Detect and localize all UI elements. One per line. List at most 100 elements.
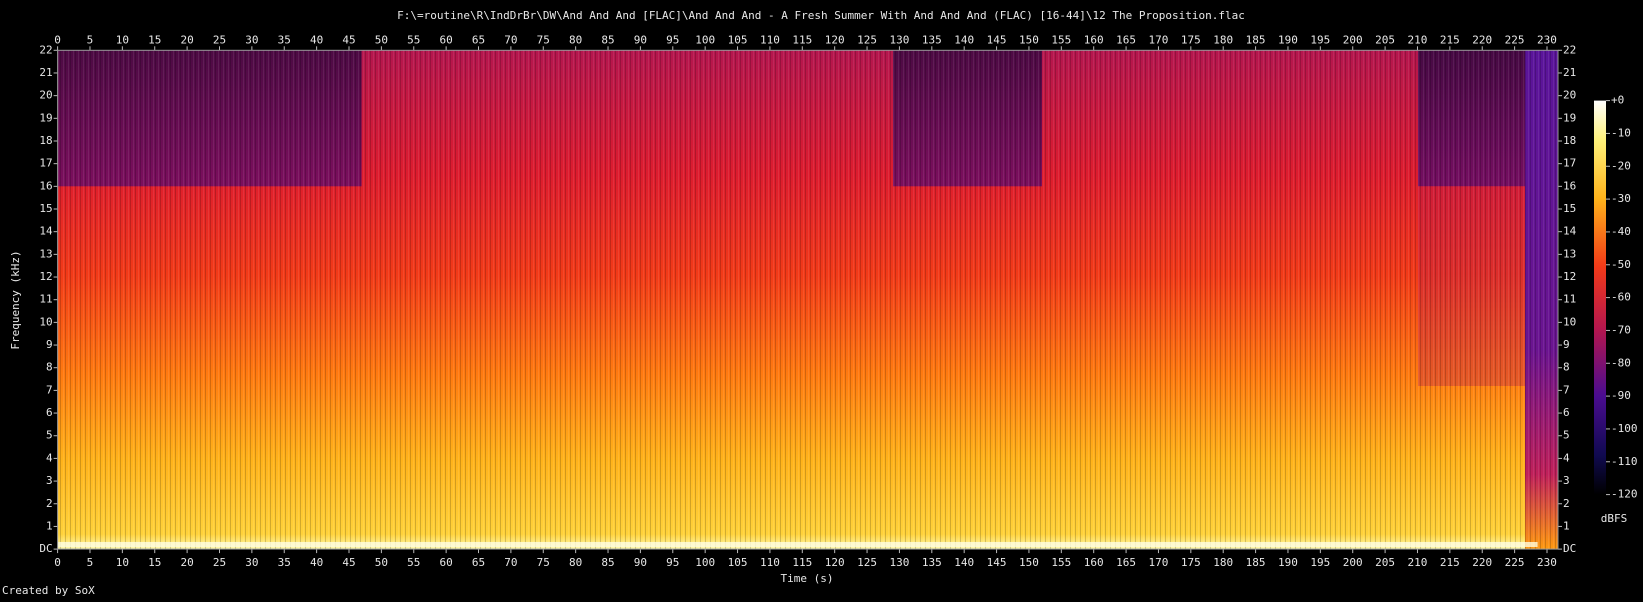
y-axis-label: Frequency (kHz) bbox=[9, 250, 22, 349]
x-tick-label: 155 bbox=[1051, 33, 1071, 46]
x-tick-label: 95 bbox=[666, 556, 679, 569]
x-axis-label: Time (s) bbox=[781, 572, 834, 585]
colorbar-tick-label: -30 bbox=[1611, 192, 1631, 205]
x-tick-label: 120 bbox=[825, 556, 845, 569]
x-tick-label: 120 bbox=[825, 33, 845, 46]
x-tick-label: 70 bbox=[504, 556, 517, 569]
dc-band bbox=[57, 542, 1538, 547]
plot-frame bbox=[57, 49, 1559, 550]
x-tick-label: 135 bbox=[922, 33, 942, 46]
y-tick-label: 6 bbox=[46, 406, 53, 419]
x-tick-label: 85 bbox=[601, 556, 614, 569]
colorbar-tick-label: -120 bbox=[1611, 488, 1638, 501]
x-tick-label: 25 bbox=[213, 556, 226, 569]
x-tick-label: 160 bbox=[1084, 556, 1104, 569]
x-tick-label: 190 bbox=[1278, 33, 1298, 46]
x-tick-label: 50 bbox=[375, 33, 388, 46]
x-tick-label: 200 bbox=[1343, 33, 1363, 46]
y-tick-label: 18 bbox=[1563, 134, 1576, 147]
y-tick-label: 11 bbox=[39, 293, 52, 306]
x-tick-label: 215 bbox=[1440, 33, 1460, 46]
x-tick-label: 145 bbox=[987, 556, 1007, 569]
y-tick-label: 7 bbox=[46, 383, 53, 396]
y-tick-label: 2 bbox=[46, 497, 53, 510]
x-tick-label: 195 bbox=[1310, 556, 1330, 569]
x-tick-label: 60 bbox=[440, 556, 453, 569]
y-tick-label: 9 bbox=[46, 338, 53, 351]
x-tick-label: 140 bbox=[954, 556, 974, 569]
x-tick-label: 55 bbox=[407, 33, 420, 46]
x-tick-label: 10 bbox=[116, 33, 129, 46]
y-tick-label: 21 bbox=[1563, 66, 1576, 79]
x-tick-label: 30 bbox=[245, 33, 258, 46]
colorbar-tick-label: -110 bbox=[1611, 455, 1638, 468]
x-tick-label: 75 bbox=[537, 556, 550, 569]
x-tick-label: 125 bbox=[857, 556, 877, 569]
x-tick-label: 140 bbox=[954, 33, 974, 46]
x-tick-label: 205 bbox=[1375, 556, 1395, 569]
x-tick-label: 110 bbox=[760, 33, 780, 46]
x-tick-label: 5 bbox=[87, 33, 94, 46]
colorbar-tick-label: -70 bbox=[1611, 323, 1631, 336]
x-tick-label: 90 bbox=[634, 556, 647, 569]
x-tick-label: 80 bbox=[569, 33, 582, 46]
x-tick-label: 80 bbox=[569, 556, 582, 569]
x-tick-label: 60 bbox=[440, 33, 453, 46]
y-tick-label: 6 bbox=[1563, 406, 1570, 419]
spectrogram-texture bbox=[57, 50, 1558, 550]
x-tick-label: 115 bbox=[792, 33, 812, 46]
y-tick-label: 16 bbox=[39, 179, 52, 192]
x-tick-label: 215 bbox=[1440, 556, 1460, 569]
x-tick-label: 45 bbox=[342, 33, 355, 46]
y-tick-label: 11 bbox=[1563, 293, 1576, 306]
x-tick-label: 150 bbox=[1019, 556, 1039, 569]
y-tick-label: 1 bbox=[1563, 519, 1570, 532]
y-tick-label: 22 bbox=[39, 43, 52, 56]
y-tick-label: 2 bbox=[1563, 497, 1570, 510]
y-tick-label: 15 bbox=[39, 202, 52, 215]
y-tick-label: 3 bbox=[1563, 474, 1570, 487]
colorbar-tick-label: -20 bbox=[1611, 159, 1631, 172]
x-tick-label: 130 bbox=[889, 33, 909, 46]
y-tick-label: 20 bbox=[1563, 89, 1576, 102]
x-tick-label: 0 bbox=[54, 556, 61, 569]
x-tick-label: 155 bbox=[1051, 556, 1071, 569]
y-tick-label: 15 bbox=[1563, 202, 1576, 215]
colorbar-tick-label: +0 bbox=[1611, 94, 1624, 107]
x-tick-label: 165 bbox=[1116, 33, 1136, 46]
y-tick-label: 4 bbox=[46, 451, 53, 464]
footer: Created by SoX bbox=[2, 584, 95, 597]
y-tick-label: 12 bbox=[1563, 270, 1576, 283]
x-tick-label: 170 bbox=[1149, 33, 1169, 46]
y-tick-label: 12 bbox=[39, 270, 52, 283]
x-tick-label: 110 bbox=[760, 556, 780, 569]
y-tick-label: 18 bbox=[39, 134, 52, 147]
y-tick-label: 8 bbox=[1563, 361, 1570, 374]
x-tick-label: 175 bbox=[1181, 33, 1201, 46]
x-tick-label: 100 bbox=[695, 33, 715, 46]
colorbar-tick-label: -40 bbox=[1611, 225, 1631, 238]
x-tick-label: 105 bbox=[728, 556, 748, 569]
x-tick-label: 50 bbox=[375, 556, 388, 569]
x-tick-label: 175 bbox=[1181, 556, 1201, 569]
x-tick-label: 100 bbox=[695, 556, 715, 569]
x-tick-label: 85 bbox=[601, 33, 614, 46]
x-tick-label: 70 bbox=[504, 33, 517, 46]
x-tick-label: 220 bbox=[1472, 556, 1492, 569]
x-tick-label: 115 bbox=[792, 556, 812, 569]
x-tick-label: 200 bbox=[1343, 556, 1363, 569]
x-tick-label: 185 bbox=[1246, 556, 1266, 569]
x-tick-label: 195 bbox=[1310, 33, 1330, 46]
y-tick-label: 16 bbox=[1563, 179, 1576, 192]
y-tick-label: DC bbox=[39, 542, 52, 555]
x-tick-label: 10 bbox=[116, 556, 129, 569]
x-tick-label: 220 bbox=[1472, 33, 1492, 46]
y-tick-label: 5 bbox=[1563, 429, 1570, 442]
x-tick-label: 125 bbox=[857, 33, 877, 46]
x-tick-label: 25 bbox=[213, 33, 226, 46]
x-tick-label: 65 bbox=[472, 556, 485, 569]
colorbar bbox=[1594, 100, 1606, 495]
x-tick-label: 30 bbox=[245, 556, 258, 569]
x-tick-label: 185 bbox=[1246, 33, 1266, 46]
